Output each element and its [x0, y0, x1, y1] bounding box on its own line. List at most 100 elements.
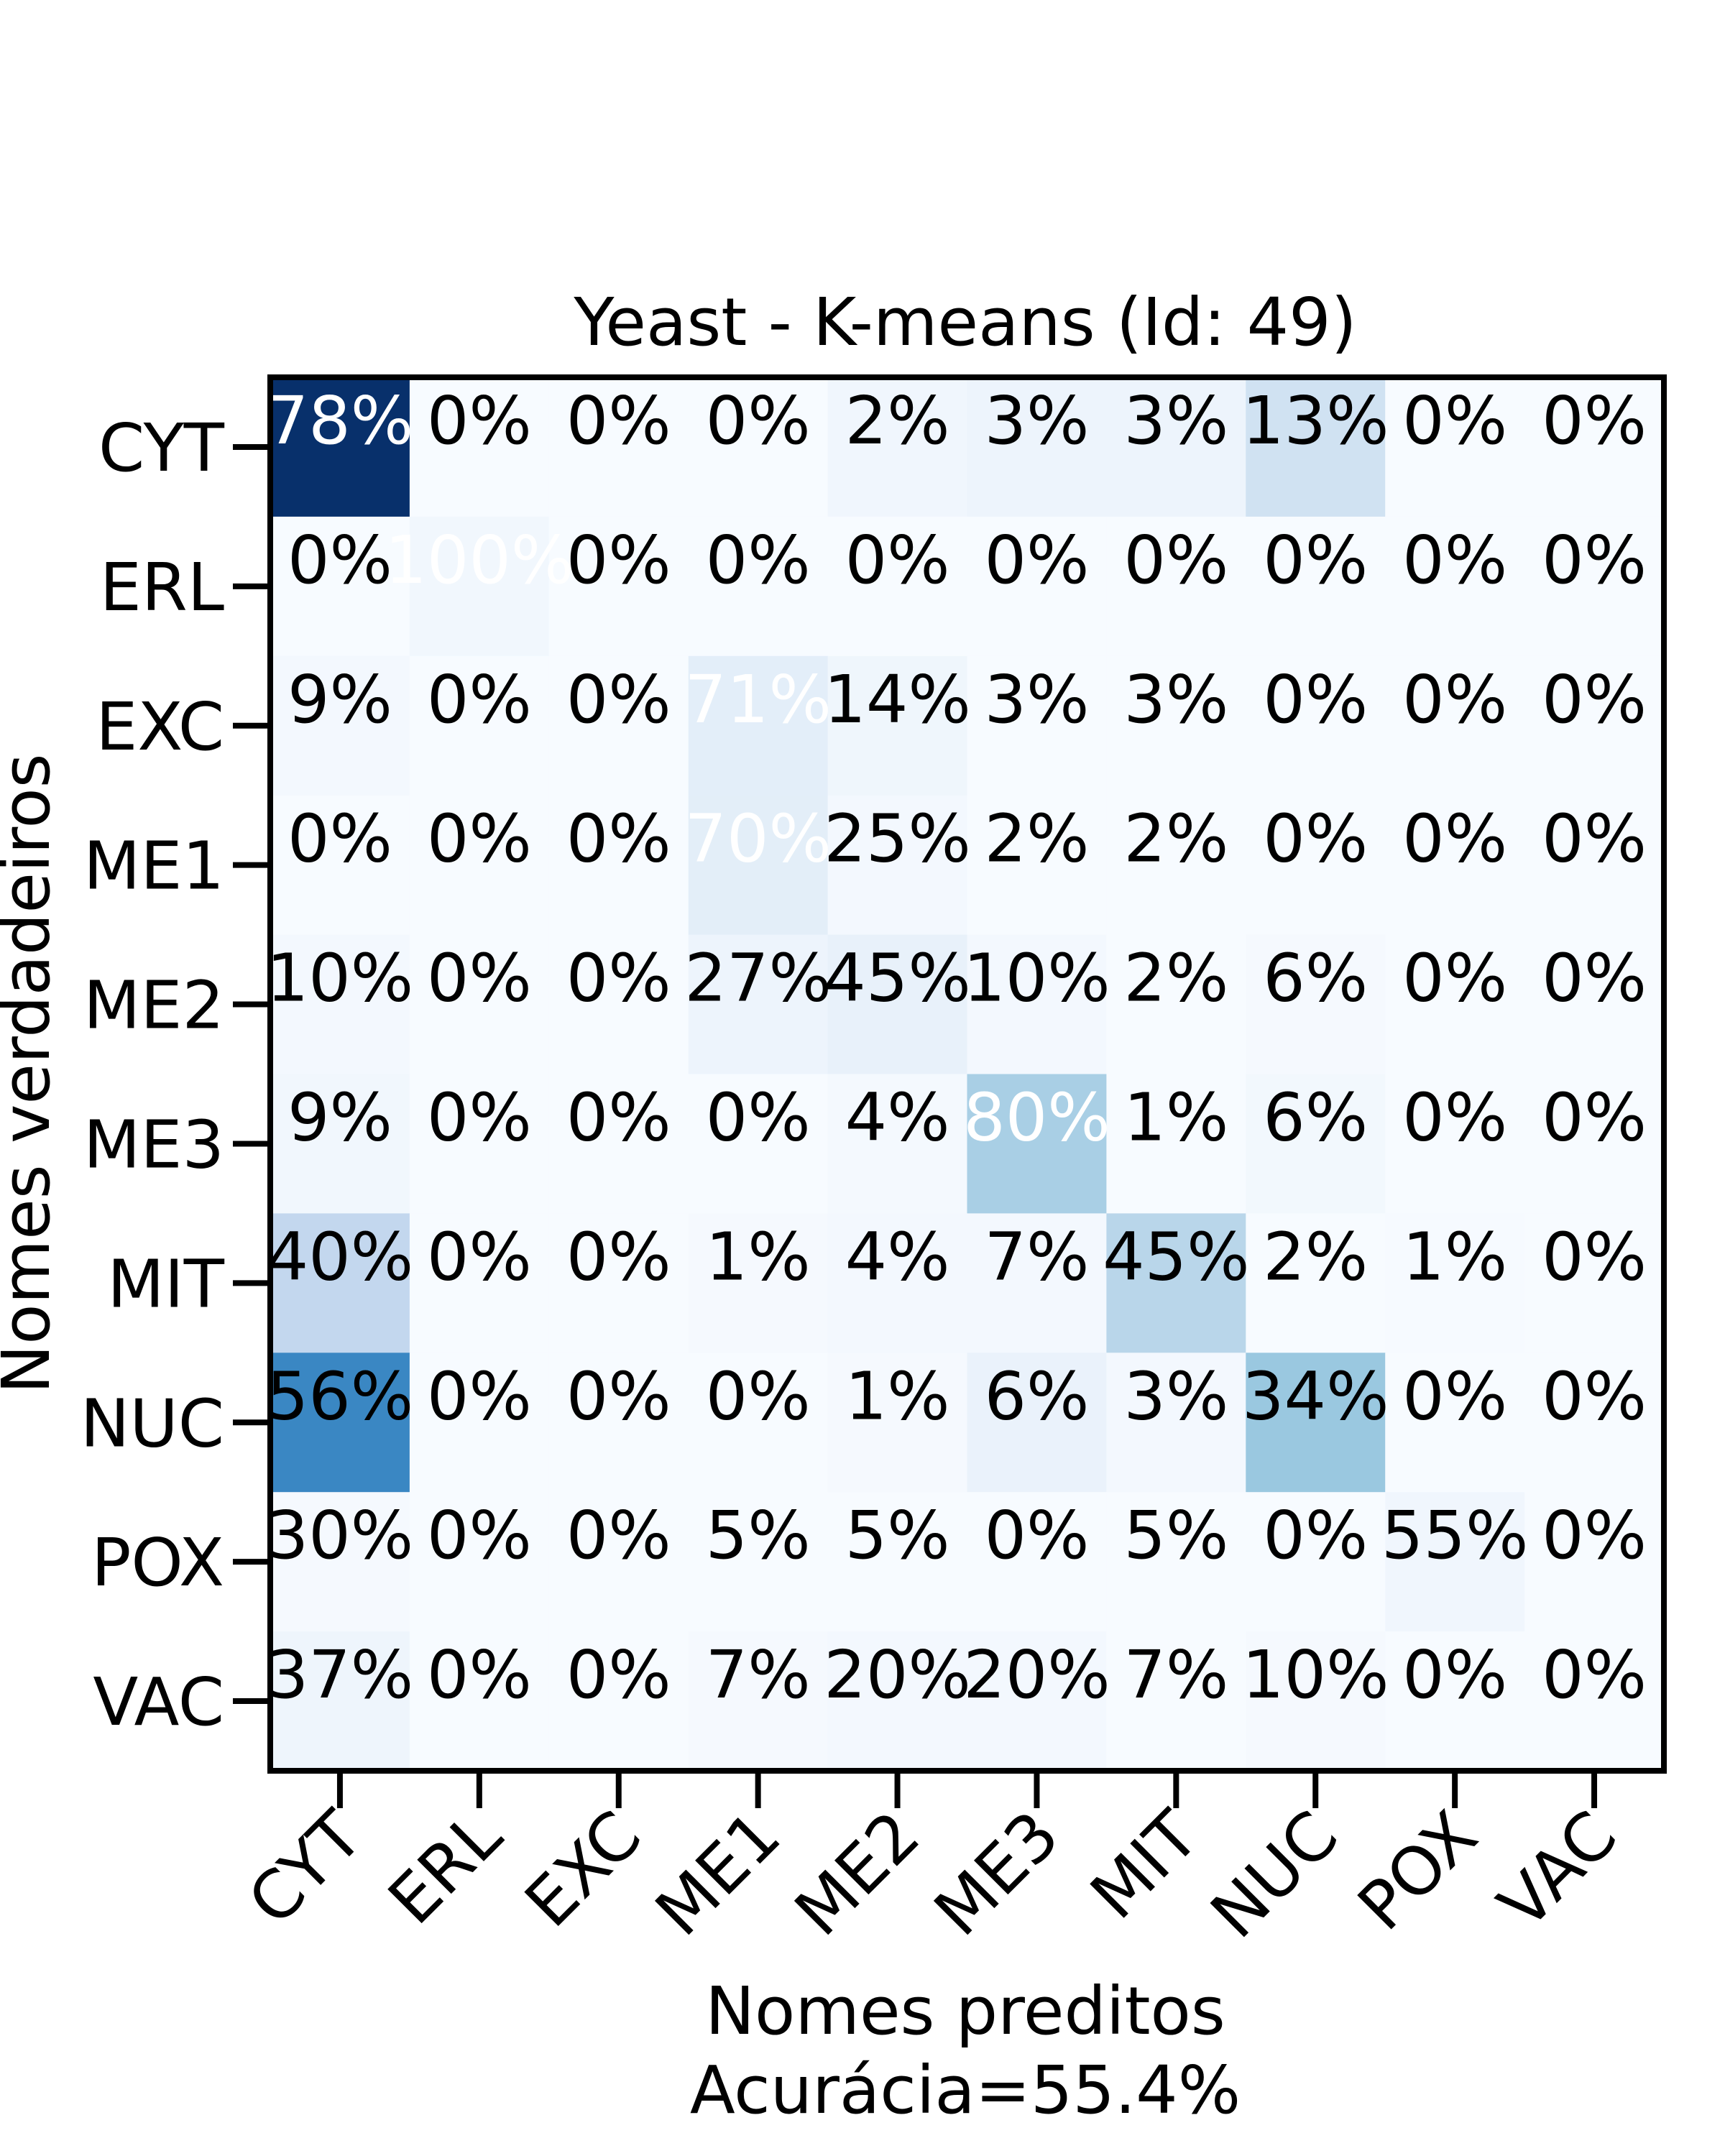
- heatmap-cell: [1524, 795, 1665, 936]
- y-tick-label: VAC: [93, 1664, 224, 1741]
- heatmap-cell: [1246, 377, 1386, 517]
- plot-frame: [267, 374, 1667, 1774]
- cell-value-label: 3%: [1123, 382, 1228, 459]
- heatmap-cell: [1524, 516, 1665, 657]
- heatmap-cell: [270, 1353, 410, 1493]
- heatmap-cell: [270, 516, 410, 657]
- cell-value-label: 14%: [824, 661, 970, 738]
- heatmap-cell: [1385, 1213, 1525, 1353]
- heatmap-cell: [1246, 1353, 1386, 1493]
- cell-value-label: 0%: [706, 1079, 811, 1156]
- heatmap-cell: [409, 377, 550, 517]
- cell-value-label: 0%: [984, 522, 1089, 599]
- cell-value-label: 0%: [427, 1218, 532, 1295]
- cell-value-label: 0%: [566, 522, 671, 599]
- heatmap-cell: [1524, 934, 1665, 1074]
- cell-value-label: 6%: [1263, 940, 1368, 1017]
- heatmap-cell: [548, 934, 689, 1074]
- cell-value-label: 2%: [1263, 1218, 1368, 1295]
- chart-title: Yeast - K-means (Id: 49): [573, 284, 1356, 361]
- cell-value-label: 45%: [824, 940, 970, 1017]
- cell-value-label: 71%: [684, 661, 831, 738]
- heatmap-cell: [270, 377, 410, 517]
- heatmap-cell: [827, 377, 967, 517]
- heatmap-cell: [967, 1074, 1107, 1214]
- heatmap-cell: [688, 516, 829, 657]
- cell-value-label: 0%: [845, 522, 950, 599]
- heatmap-cell: [409, 516, 550, 657]
- heatmap-cell: [1106, 655, 1246, 796]
- cell-value-label: 0%: [427, 1636, 532, 1713]
- accuracy-label: Acurácia=55.4%: [690, 2052, 1241, 2129]
- cell-value-label: 27%: [684, 940, 831, 1017]
- heatmap-cell: [1524, 1213, 1665, 1353]
- cell-value-label: 5%: [845, 1497, 950, 1574]
- heatmap-cell: [548, 1353, 689, 1493]
- heatmap-cell: [1246, 795, 1386, 936]
- heatmap-cell: [688, 1492, 829, 1632]
- heatmap-cell: [1524, 1353, 1665, 1493]
- cell-value-label: 0%: [1402, 940, 1507, 1017]
- cell-value-label: 0%: [566, 940, 671, 1017]
- heatmap-cells: [270, 377, 1665, 1772]
- cell-value-label: 25%: [824, 801, 970, 877]
- cell-value-label: 20%: [963, 1636, 1110, 1713]
- heatmap-cell: [548, 1492, 689, 1632]
- heatmap-cell: [827, 1631, 967, 1772]
- heatmap-cell: [1106, 795, 1246, 936]
- cell-value-label: 6%: [984, 1358, 1089, 1434]
- cell-value-label: 3%: [1123, 661, 1228, 738]
- cell-value-label: 0%: [566, 1497, 671, 1574]
- x-tick-label: NUC: [1196, 1797, 1352, 1953]
- heatmap-cell: [967, 655, 1107, 796]
- cell-value-label: 0%: [706, 522, 811, 599]
- cell-value-label: 0%: [1402, 1358, 1507, 1434]
- heatmap-cell: [548, 795, 689, 936]
- cell-value-label: 0%: [1402, 522, 1507, 599]
- cell-value-label: 0%: [427, 801, 532, 877]
- heatmap-cell: [1106, 1631, 1246, 1772]
- cell-value-label: 56%: [267, 1358, 413, 1434]
- heatmap-cell: [270, 934, 410, 1074]
- heatmap-cell: [548, 655, 689, 796]
- x-tick-label: VAC: [1484, 1797, 1632, 1944]
- heatmap-cell: [967, 377, 1107, 517]
- cell-value-label: 0%: [1402, 1636, 1507, 1713]
- heatmap-cell: [827, 795, 967, 936]
- heatmap-cell: [1385, 934, 1525, 1074]
- heatmap-cell: [1524, 1074, 1665, 1214]
- heatmap-cell: [1385, 1074, 1525, 1214]
- heatmap-cell: [1106, 1213, 1246, 1353]
- cell-value-label: 2%: [845, 382, 950, 459]
- cell-value-label: 0%: [566, 382, 671, 459]
- y-tick-label: ME2: [83, 967, 224, 1044]
- heatmap-cell: [270, 655, 410, 796]
- cell-value-label: 0%: [427, 382, 532, 459]
- cell-value-label: 0%: [1263, 661, 1368, 738]
- cell-value-label: 5%: [706, 1497, 811, 1574]
- heatmap-cell: [409, 655, 550, 796]
- cell-value-label: 0%: [427, 1497, 532, 1574]
- heatmap-cell: [548, 1213, 689, 1353]
- heatmap-cell: [270, 1492, 410, 1632]
- cell-value-label: 70%: [684, 801, 831, 877]
- y-tick-label: ERL: [100, 549, 224, 626]
- cell-value-label: 0%: [706, 1358, 811, 1434]
- heatmap-cell: [1106, 1492, 1246, 1632]
- heatmap-cell: [1106, 516, 1246, 657]
- heatmap-cell: [827, 934, 967, 1074]
- x-tick-label: ERL: [374, 1797, 516, 1939]
- heatmap-cell: [270, 1074, 410, 1214]
- x-axis-label: Nomes preditos: [705, 1973, 1225, 2050]
- heatmap-cell: [688, 377, 829, 517]
- x-tick-label: ME2: [781, 1797, 934, 1950]
- heatmap-cell: [688, 1213, 829, 1353]
- cell-value-label: 37%: [267, 1636, 413, 1713]
- heatmap-cell: [1246, 1492, 1386, 1632]
- heatmap-cell: [1524, 1631, 1665, 1772]
- heatmap-cell: [967, 1492, 1107, 1632]
- cell-value-label: 0%: [427, 940, 532, 1017]
- cell-value-label: 78%: [267, 382, 413, 459]
- x-tick-label: MIT: [1076, 1796, 1213, 1933]
